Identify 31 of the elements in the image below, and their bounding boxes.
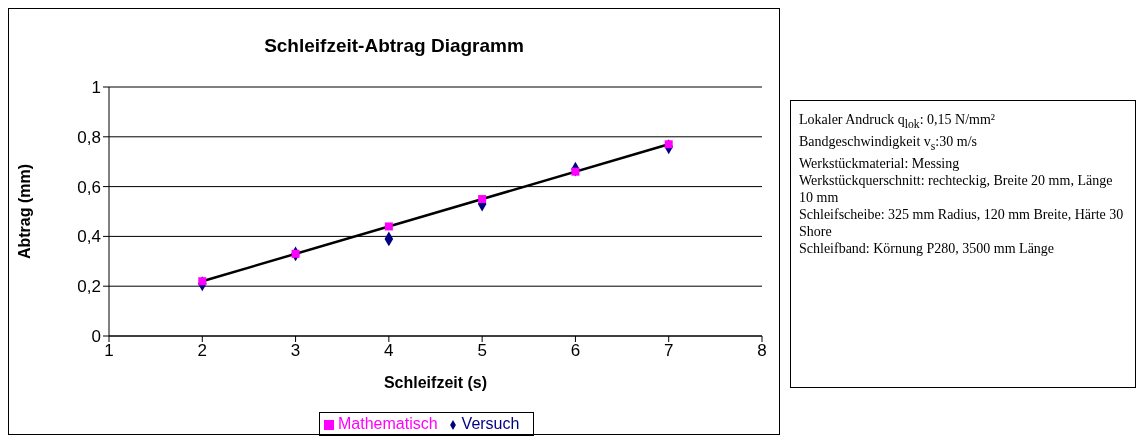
y-tick-label: 0,6 [77, 177, 101, 197]
point [384, 222, 393, 231]
legend-label: Versuch [461, 415, 520, 432]
text: Schleifband: Körnung P280, 3500 mm Länge [799, 239, 1056, 257]
x-tick-label: 6 [570, 341, 581, 361]
x-tick-label: 7 [663, 341, 674, 361]
text: Schleifscheibe: 325 mm Radius, 120 mm Breite, Härte 30 Shore [799, 205, 1125, 240]
y-tick-label: 0,4 [77, 227, 101, 247]
y-tick-label: 0 [91, 327, 101, 347]
point [291, 249, 300, 258]
text: Werkstückmaterial: Messing [799, 154, 961, 172]
x-tick-label: 2 [197, 341, 208, 361]
point [478, 195, 487, 204]
x-tick-label: 5 [477, 341, 487, 361]
point [571, 167, 580, 176]
y-axis-title: Abtrag (mm) [15, 163, 33, 260]
point [664, 140, 673, 149]
y-tick-label: 1 [91, 78, 101, 98]
text: Lokaler Andruck q$_{lok}$: 0,15 N/mm² [799, 111, 997, 133]
point [198, 277, 207, 286]
x-tick-label: 1 [104, 341, 114, 361]
x-tick-label: 3 [290, 341, 301, 361]
x-axis-title: Schleifzeit (s) [383, 374, 488, 391]
text: Bandgeschwindigkeit v$_{s}$:30 m/s [799, 132, 978, 155]
legend-label: Mathematisch [338, 415, 438, 432]
y-tick-label: 0,8 [77, 127, 101, 147]
text: Werkstückquerschnitt: rechteckig, Breite 20 mm, Länge 10 mm [799, 171, 1114, 206]
chart-title: Schleifzeit-Abtrag Diagramm [263, 35, 525, 57]
x-tick-label: 4 [384, 341, 394, 361]
x-tick-label: 8 [757, 341, 767, 361]
y-tick-label: 0,2 [77, 277, 101, 297]
